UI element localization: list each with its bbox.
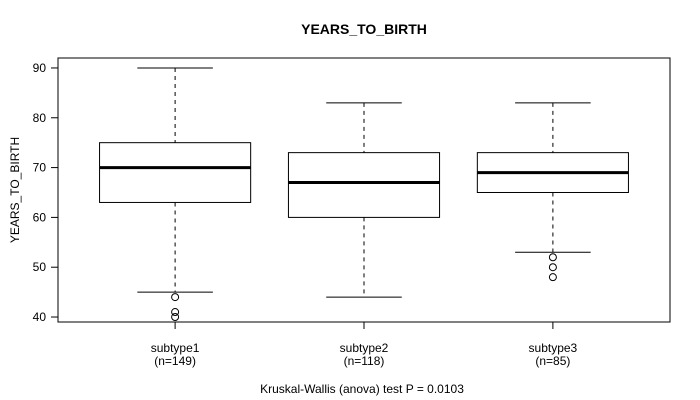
outlier-point [171,293,180,302]
group-label: subtype3 [529,341,578,355]
group-count-label: (n=85) [535,354,570,368]
y-axis-tick-label: 80 [33,111,47,125]
outlier-point [548,253,557,262]
y-axis-tick-label: 50 [33,260,47,274]
outlier-point [548,263,557,272]
group-label: subtype1 [151,341,200,355]
chart-title: YEARS_TO_BIRTH [301,21,427,37]
y-axis-tick-label: 90 [33,61,47,75]
outlier-point [171,308,180,317]
outlier-point [548,273,557,282]
outlier-point [171,313,180,322]
y-axis-title: YEARS_TO_BIRTH [8,137,22,243]
group-count-label: (n=118) [344,354,385,368]
y-axis-tick-label: 70 [33,161,47,175]
stat-test-caption: Kruskal-Wallis (anova) test P = 0.0103 [260,382,464,396]
y-axis-tick-label: 40 [33,310,47,324]
group-label: subtype2 [340,341,389,355]
group-count-label: (n=149) [154,354,196,368]
box-rect [287,152,441,218]
boxplot-group-subtype1: subtype1(n=149) [99,67,252,368]
box-rect [99,142,252,203]
boxplot-group-subtype3: subtype3(n=85) [476,102,629,368]
boxplot-group-subtype2: subtype2(n=118) [287,102,441,368]
y-axis-tick-label: 60 [33,210,47,224]
